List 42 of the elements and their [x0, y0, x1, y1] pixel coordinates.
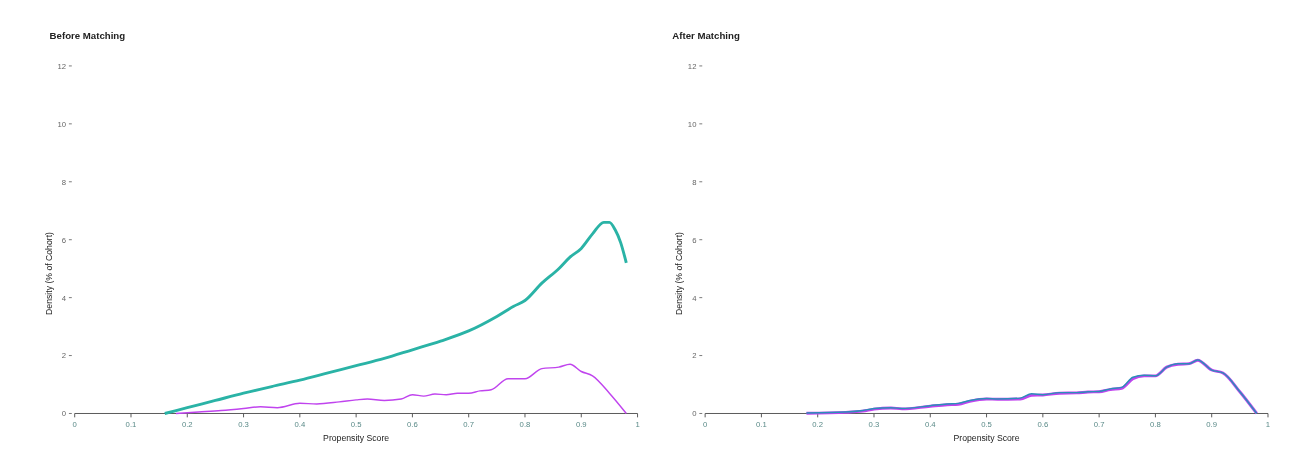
- y-tick-label: 4: [692, 293, 698, 303]
- y-tick-label: 8: [692, 177, 697, 187]
- x-axis-title: Propensity Score: [953, 432, 1020, 443]
- y-tick-label: 4: [61, 293, 67, 303]
- x-tick-label: 0.9: [1206, 420, 1218, 429]
- chart-title: Before Matching: [49, 29, 126, 41]
- x-tick-label: 0.3: [238, 420, 249, 429]
- x-tick-label: 0.1: [125, 420, 137, 429]
- y-tick-label: 8: [61, 177, 67, 187]
- y-tick-label: 0: [692, 409, 697, 419]
- y-tick-label: 6: [61, 235, 67, 245]
- x-tick-label: 0.7: [1093, 420, 1105, 429]
- x-tick-label: 0.4: [294, 420, 306, 429]
- x-tick-label: 0.2: [812, 420, 824, 429]
- x-tick-label: 0.8: [1150, 420, 1161, 429]
- x-tick-label: 0: [72, 420, 77, 429]
- y-tick-label: 10: [687, 119, 697, 129]
- y-tick-label: 2: [692, 351, 697, 361]
- x-tick-label: 0.6: [407, 420, 418, 429]
- y-tick-label: 12: [57, 61, 67, 71]
- y-tick-label: 10: [57, 119, 67, 129]
- x-tick-label: 0.7: [463, 420, 475, 429]
- x-tick-label: 1: [635, 420, 640, 429]
- y-tick-label: 2: [61, 351, 67, 361]
- y-tick-label: 12: [687, 61, 697, 71]
- x-tick-label: 0.4: [924, 420, 937, 429]
- y-tick-label: 6: [692, 235, 697, 245]
- x-tick-label: 0.3: [868, 420, 880, 429]
- x-tick-label: 0.5: [350, 420, 362, 429]
- x-tick-label: 1: [1265, 420, 1271, 429]
- x-tick-label: 0.5: [981, 420, 992, 429]
- x-tick-label: 0.6: [1037, 420, 1049, 429]
- x-tick-label: 0.2: [181, 420, 193, 429]
- x-tick-label: 0: [702, 420, 708, 429]
- y-axis-title: Density (% of Cohort): [673, 231, 684, 315]
- y-axis-title: Density (% of Cohort): [43, 231, 54, 315]
- chart-title: After Matching: [672, 29, 740, 41]
- x-tick-label: 0.8: [519, 420, 531, 429]
- x-axis-title: Propensity Score: [323, 432, 390, 443]
- x-tick-label: 0.1: [756, 420, 767, 429]
- y-tick-label: 0: [61, 409, 67, 419]
- x-tick-label: 0.9: [575, 420, 587, 429]
